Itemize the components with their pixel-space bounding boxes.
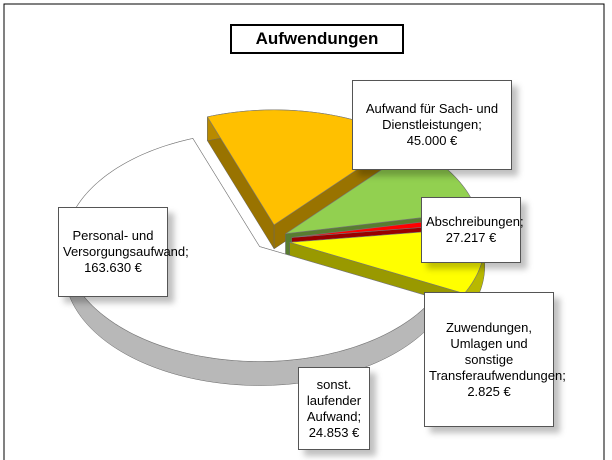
data-label: Personal- und Versorgungsaufwand; 163.630…	[58, 207, 189, 297]
data-label: sonst. laufender Aufwand; 24.853 €	[298, 367, 370, 450]
category-label: Personal- und Versorgungsaufwand;	[63, 228, 189, 259]
category-label: Zuwendungen, Umlagen und sonstige Transf…	[429, 319, 566, 383]
data-label: Zuwendungen, Umlagen und sonstige Transf…	[424, 292, 566, 427]
data-label: Abschreibungen; 27.217 €	[421, 197, 524, 263]
category-label: Abschreibungen;	[426, 214, 524, 229]
chart-border	[3, 3, 605, 460]
value-label: 163.630 €	[84, 260, 142, 275]
data-label: Aufwand für Sach- und Dienstleistungen; 4…	[352, 80, 512, 170]
value-label: 24.853 €	[308, 424, 360, 440]
value-label: 45.000 €	[406, 133, 458, 148]
category-label: sonst. laufender Aufwand;	[306, 376, 362, 424]
chart-title: Aufwendungen	[230, 24, 404, 54]
value-label: 27.217 €	[445, 230, 497, 245]
category-label: Aufwand für Sach- und Dienstleistungen;	[365, 101, 499, 132]
slice	[64, 138, 435, 362]
value-label: 2.825 €	[467, 383, 511, 399]
